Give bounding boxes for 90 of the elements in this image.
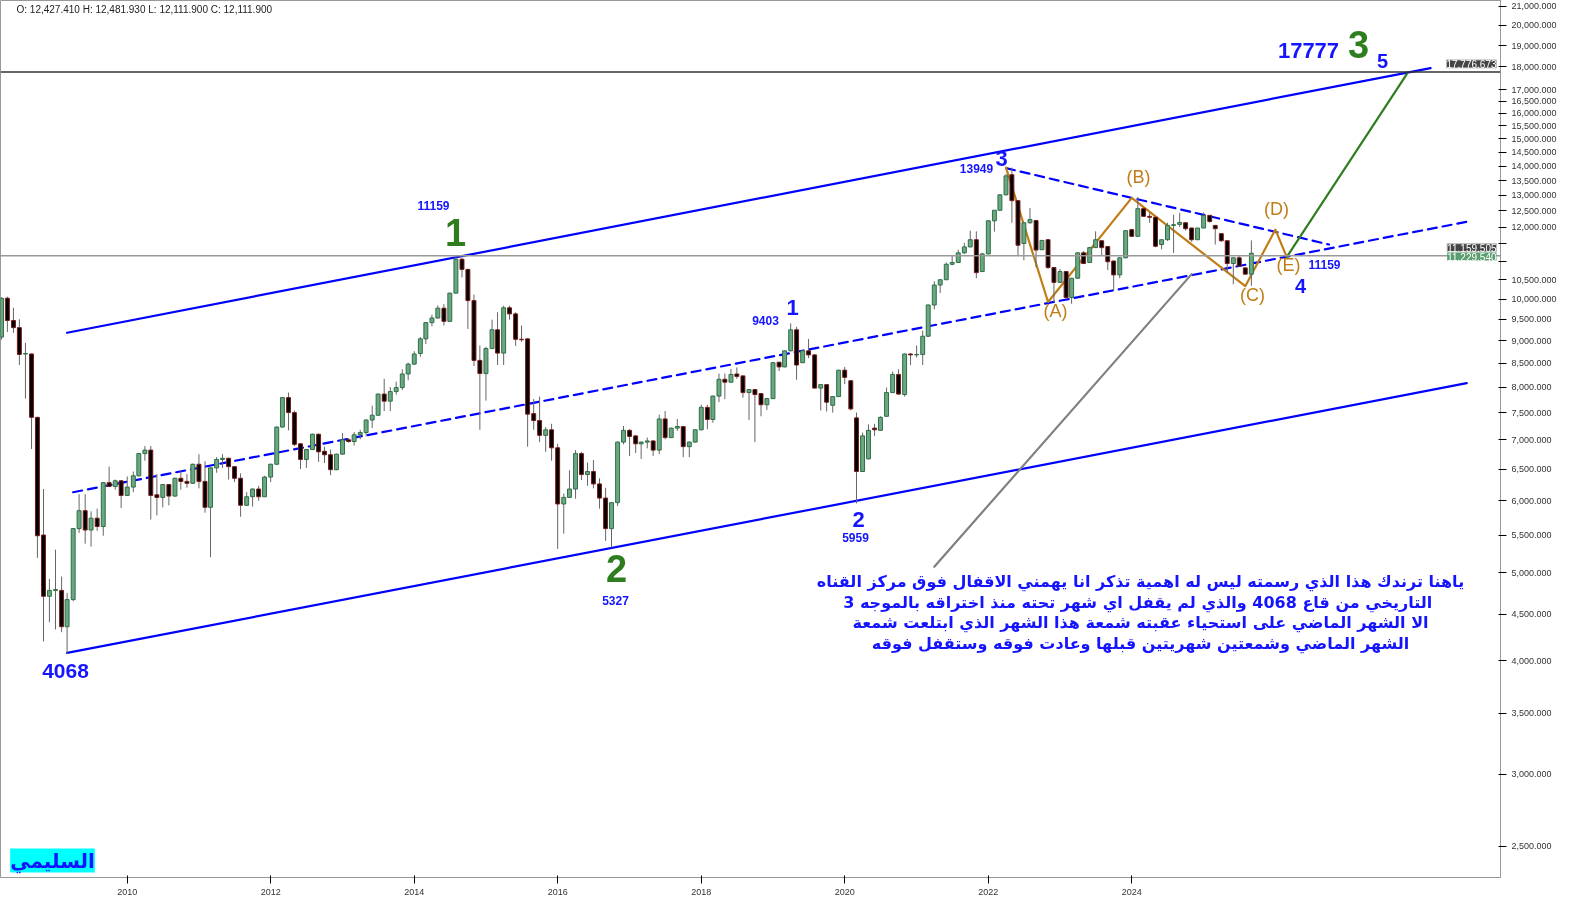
y-tick-label: 16,000.000 — [1511, 108, 1557, 119]
y-tick-label: 3,000.000 — [1511, 769, 1552, 780]
y-tick-label: 17,000.000 — [1511, 84, 1557, 95]
annotation: 9403 — [752, 314, 780, 328]
annotation: 3 — [1347, 24, 1370, 66]
candlestick — [441, 303, 447, 327]
candlestick — [722, 373, 728, 400]
y-tick-label: 13,500.000 — [1511, 175, 1557, 186]
candlestick — [746, 388, 752, 421]
annotation: 1 — [786, 295, 799, 320]
x-tick-label: 2014 — [404, 886, 425, 897]
y-tick-label: 9,000.000 — [1511, 335, 1552, 346]
y-tick-label: 10,000.000 — [1511, 294, 1557, 305]
y-tick-label: 4,500.000 — [1511, 609, 1552, 620]
annotation: 5959 — [842, 531, 870, 545]
annotation: 2 — [605, 548, 628, 590]
annotation: 5327 — [602, 594, 630, 608]
annotation: 17777 — [1277, 38, 1340, 63]
y-tick-label: 6,000.000 — [1511, 495, 1552, 506]
candlestick — [1212, 224, 1218, 246]
annotation: 11,229.540 — [1447, 251, 1497, 263]
candlestick — [578, 451, 584, 481]
candlestick — [896, 368, 901, 396]
annotation: 3 — [995, 146, 1008, 171]
x-tick-label: 2020 — [834, 886, 855, 897]
y-tick-label: 6,500.000 — [1511, 464, 1552, 475]
annotation: 2 — [852, 507, 865, 532]
annotation: السليمي — [10, 848, 95, 874]
candlestick — [106, 466, 112, 487]
candlestick — [585, 461, 590, 487]
annotation: 13949 — [959, 162, 994, 176]
ref-line-label: 17,776.673 — [1446, 58, 1497, 70]
ref-line-label: 11,159.505 — [1447, 242, 1497, 254]
candlestick — [94, 508, 100, 532]
y-tick-label: 7,000.000 — [1511, 434, 1552, 445]
candlestick — [22, 342, 28, 400]
annotation: 11159 — [1308, 258, 1341, 272]
y-tick-label: 13,000.000 — [1511, 190, 1557, 201]
x-tick-label: 2022 — [978, 886, 999, 897]
y-tick-label: 19,000.000 — [1511, 40, 1557, 51]
y-tick-label: 4,000.000 — [1511, 655, 1552, 666]
candlestick — [662, 410, 668, 440]
y-tick-label: 3,500.000 — [1511, 708, 1552, 719]
chart-title: O: 12,427.410 H: 12,481.930 L: 12,111.900 C: 12,111.900 — [16, 3, 273, 15]
candlestick — [381, 378, 387, 412]
annotation: ياهنا ترندك هذا الذي رسمته ليس له اهمية تذكر انا يهمني الاقفال فوق مركز القناه التاريخي من قاع 4068 والذي لم يقفل اي شهر تحته منذ اختراقه بالموجه 3 الا الشهر الماضي على استحياء عقبته شمعة هذا الشهر الذي ابتلعت شمعة الشهر الماضي وشمعتين شهريتين قبلها وعادت فوقه وستقفل فوقه — [816, 571, 1465, 655]
candlestick — [1248, 239, 1254, 287]
x-tick-label: 2016 — [547, 886, 568, 897]
candlestick — [495, 311, 501, 366]
y-tick-label: 8,500.000 — [1511, 358, 1552, 369]
candlestick — [704, 404, 710, 430]
y-tick-label: 18,000.000 — [1511, 61, 1557, 72]
y-tick-label: 12,500.000 — [1511, 205, 1557, 216]
y-tick-label: 9,500.000 — [1511, 314, 1552, 325]
candlestick — [118, 479, 124, 509]
y-tick-label: 15,500.000 — [1511, 120, 1557, 131]
annotation: 11159 — [417, 199, 450, 213]
y-tick-label: 5,000.000 — [1511, 567, 1552, 578]
y-tick-label: 2,500.000 — [1511, 841, 1552, 852]
y-tick-label: 15,000.000 — [1511, 133, 1557, 144]
candlestick — [824, 383, 830, 413]
y-tick-label: 16,500.000 — [1511, 96, 1557, 107]
annotation: 4 — [1294, 274, 1307, 297]
y-tick-label: 14,500.000 — [1511, 147, 1557, 158]
y-tick-label: 7,500.000 — [1511, 407, 1552, 418]
annotation: (B) — [1126, 166, 1151, 187]
annotation: 1 — [444, 212, 467, 254]
y-tick-label: 14,000.000 — [1511, 161, 1557, 172]
candlestick — [818, 383, 824, 411]
y-tick-label: 20,000.000 — [1511, 20, 1557, 31]
candlestick — [543, 426, 549, 453]
annotation: 4068 — [42, 658, 90, 682]
y-tick-label: 21,000.000 — [1511, 1, 1557, 12]
annotation: (C) — [1240, 284, 1266, 305]
candlestick — [680, 425, 686, 458]
y-tick-label: 10,500.000 — [1511, 274, 1557, 285]
annotation: (E) — [1276, 254, 1301, 275]
y-tick-label: 5,500.000 — [1511, 530, 1552, 541]
annotation: 5 — [1376, 49, 1389, 72]
x-tick-label: 2012 — [260, 886, 281, 897]
candlestick — [82, 493, 88, 545]
annotation: (D) — [1264, 198, 1290, 219]
x-tick-label: 2024 — [1121, 886, 1142, 897]
y-tick-label: 12,000.000 — [1511, 222, 1557, 233]
annotation: (A) — [1043, 300, 1068, 321]
candlestick — [88, 510, 94, 548]
candlestick — [1230, 256, 1236, 285]
x-tick-label: 2010 — [117, 886, 138, 897]
y-tick-label: 8,000.000 — [1511, 382, 1552, 393]
x-tick-label: 2018 — [691, 886, 712, 897]
